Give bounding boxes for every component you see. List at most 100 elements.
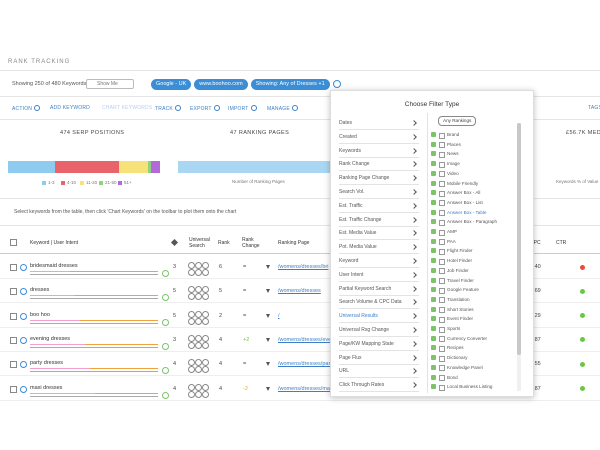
filter-pill[interactable]: Showing: Any of Dresses +1 [250, 79, 330, 90]
serp-feature-option[interactable]: News [431, 150, 459, 158]
filter-type[interactable]: Universal Rsg Change [339, 324, 419, 337]
serp-feature-option[interactable]: Answer Box - Table [431, 209, 487, 217]
keyword[interactable]: bridesmaid dresses [30, 263, 78, 269]
filter-pill[interactable]: www.boohoo.com [194, 79, 248, 90]
serp-feature-option[interactable]: Video [431, 170, 459, 178]
filter-type[interactable]: Search Volume & CPC Data [339, 296, 419, 310]
filter-type[interactable]: Created [339, 131, 419, 144]
filter-type[interactable]: Click Through Rates [339, 379, 419, 393]
keyword[interactable]: evening dresses [30, 335, 71, 342]
filter-type[interactable]: Rank Change [339, 158, 419, 172]
serp-feature-option[interactable]: Sports [431, 325, 460, 333]
filter-type[interactable]: Page Flux [339, 352, 419, 365]
intent-bar [30, 371, 158, 373]
serp-feature-option[interactable]: Short Stories [431, 306, 474, 314]
serp-feature-option[interactable]: Travel Finder [431, 277, 474, 284]
toolbar-action[interactable]: IMPORT [228, 105, 257, 112]
serp-feature-option[interactable]: Brand [431, 131, 459, 139]
keyword-count: Showing 250 of 480 Keywords [12, 81, 87, 87]
serp-feature-icon [195, 359, 202, 367]
serp-feature-option[interactable]: Answer Box - All [431, 189, 480, 197]
filter-icon [266, 265, 270, 269]
serp-feature-option[interactable]: Bond [431, 374, 458, 381]
serp-feature-option[interactable]: Image [431, 160, 460, 168]
serp-feature-option[interactable]: Dictionary [431, 354, 467, 362]
keyword[interactable]: dresses [30, 287, 50, 294]
serp-feature-option[interactable]: Answer Box - List [431, 199, 483, 207]
filter-pill[interactable]: Google - UK [151, 79, 192, 90]
intent-icon [162, 342, 169, 350]
serp-feature-option[interactable]: Mobile Friendly [431, 180, 478, 187]
cpc: 0.55 [530, 361, 541, 368]
ranking-page[interactable]: / [278, 312, 280, 319]
filter-type[interactable]: Est. Media Value [339, 227, 419, 241]
filter-type[interactable]: Keyword [339, 255, 419, 268]
toolbar-action[interactable]: MANAGE [267, 105, 298, 112]
info-icon [20, 336, 27, 344]
serp-feature-option[interactable]: Flight Finder [431, 247, 473, 255]
serp-feature-option[interactable]: Event Finder [431, 315, 473, 323]
divider [427, 113, 428, 393]
serp-feature-option[interactable]: Google Feature [431, 286, 479, 294]
row-checkbox[interactable] [10, 361, 17, 369]
filter-type[interactable]: Est. Traffic Change [339, 214, 419, 227]
serp-feature-option[interactable]: AMP [431, 228, 457, 236]
toolbar-action[interactable]: ADD KEYWORD [50, 105, 90, 111]
serp-feature-option[interactable]: Hotel Finder [431, 257, 472, 265]
show-me-select[interactable]: Show Me [86, 79, 134, 89]
toolbar-action[interactable]: CHART KEYWORDS [102, 105, 153, 111]
header-checkbox[interactable] [10, 239, 17, 246]
rankings-dropdown[interactable]: Any Rankings [438, 116, 477, 126]
row-checkbox[interactable] [10, 336, 17, 344]
row-checkbox[interactable] [10, 264, 17, 271]
ranking-page[interactable]: /womens/dresses/bri [278, 264, 329, 270]
ranking-page[interactable]: /womens/dresses [278, 288, 321, 295]
filter-type[interactable]: Partial Keyword Search [339, 283, 419, 296]
keyword[interactable]: maxi dresses [30, 384, 63, 391]
serp-feature-option[interactable]: Local Business Listing [431, 383, 492, 391]
ranking-page[interactable]: /womens/dresses/max [278, 385, 333, 392]
ranking-page[interactable]: /womens/dresses/par [278, 361, 331, 368]
serp-feature-icon [188, 262, 195, 269]
filter-type[interactable]: Ranking Page Change [339, 172, 419, 186]
keyword[interactable]: party dresses [30, 360, 64, 367]
divider [0, 253, 600, 254]
serp-bar-segment [147, 161, 151, 173]
toolbar-action[interactable]: TRACK [155, 105, 181, 112]
ranking-page[interactable]: /womens/dresses/eve [278, 336, 332, 343]
toolbar-action[interactable]: ACTION [12, 105, 41, 112]
serp-feature-icon [195, 262, 202, 269]
serp-feature-option[interactable]: Recipes [431, 344, 464, 352]
intent-bar [30, 395, 158, 397]
serp-feature-icon [195, 286, 202, 294]
filter-type[interactable]: User Intent [339, 269, 419, 282]
filter-type[interactable]: Page/KW Mapping State [339, 338, 419, 351]
filter-type[interactable]: Keywords [339, 145, 419, 158]
serp-feature-option[interactable]: PAA [431, 238, 456, 246]
add-filter[interactable] [332, 80, 341, 88]
divider [0, 119, 600, 120]
serp-feature-option[interactable]: Currency Converter [431, 335, 487, 343]
filter-type[interactable]: Universal Results [339, 310, 419, 324]
serp-feature-option[interactable]: Answer Box - Paragraph [431, 218, 497, 226]
filter-type[interactable]: Est. Traffic [339, 200, 419, 213]
serp-feature-icon [195, 310, 202, 318]
serp-feature-option[interactable]: Knowledge Panel [431, 364, 483, 372]
filter-type[interactable]: Dates [339, 117, 419, 130]
filter-type[interactable]: Search Vol. [339, 186, 419, 199]
tags-action[interactable]: TAGS [588, 105, 600, 111]
filter-type[interactable]: Pot. Media Value [339, 241, 419, 255]
row-checkbox[interactable] [10, 312, 17, 320]
legend-label: 1-3 [48, 180, 55, 185]
toolbar-action[interactable]: EXPORT [190, 105, 220, 112]
serp-feature-option[interactable]: Translation [431, 296, 470, 304]
row-checkbox[interactable] [10, 385, 17, 393]
column-header: CPC [530, 240, 541, 246]
page-title: RANK TRACKING [8, 59, 71, 65]
filter-type[interactable]: URL [339, 365, 419, 379]
serp-feature-option[interactable]: Job Finder [431, 267, 469, 275]
keyword[interactable]: boo hoo [30, 311, 50, 318]
row-checkbox[interactable] [10, 288, 17, 296]
rank: 4 [219, 361, 223, 368]
serp-feature-option[interactable]: Places [431, 141, 461, 149]
